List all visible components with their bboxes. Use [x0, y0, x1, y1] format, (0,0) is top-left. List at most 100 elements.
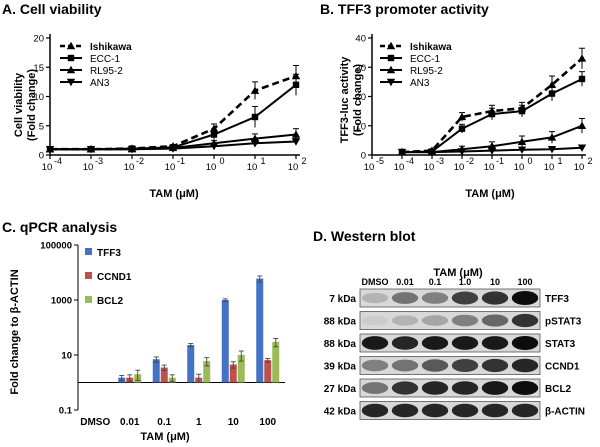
- panel-d-band: [361, 359, 389, 372]
- panel-b-legend-label: ECC-1: [410, 54, 440, 65]
- panel-d-protein-label: TFF3: [545, 294, 569, 305]
- panel-b-point: [548, 90, 556, 97]
- panel-b-ytick-label: 10: [355, 121, 366, 132]
- panel-d-band: [511, 403, 539, 418]
- panel-c-legend-label: CCND1: [97, 272, 132, 283]
- panel-b-xtick-label: 10: [514, 162, 525, 173]
- panel-a-point: [210, 131, 218, 138]
- panel-c-category-label: 0.01: [120, 417, 140, 428]
- panel-a-xtick-exponent: -2: [136, 156, 144, 166]
- panel-c-legend-label: BCL2: [97, 296, 124, 307]
- panel-b-ytick-label: 20: [355, 92, 366, 103]
- panel-a-point: [250, 134, 260, 142]
- panel-b-legend-label: Ishikawa: [410, 42, 452, 53]
- panel-a-xtick-exponent: -3: [95, 156, 103, 166]
- panel-d-lane-label: 0.01: [396, 277, 414, 287]
- panel-d-band: [511, 290, 539, 306]
- panel-c-category-label: DMSO: [80, 417, 110, 428]
- panel-d-western-blot: D. Western blot TAM (μM) DMSO 0.01 0.1 1.0 1…: [313, 228, 585, 420]
- panel-c-bar-ccnd1: [160, 367, 168, 383]
- panel-c-ylabel: Fold change to β-ACTIN: [9, 269, 21, 394]
- panel-a-legend-marker: [66, 78, 76, 87]
- panel-b-xlabel: TAM (μM): [465, 188, 515, 200]
- panel-b-point: [518, 107, 526, 115]
- panel-c-category-label: 0.1: [157, 417, 171, 428]
- panel-d-band: [481, 381, 509, 395]
- panel-b-legend-marker: [387, 54, 395, 62]
- panel-a-ytick-label: 15: [33, 63, 44, 74]
- panel-a-point: [292, 81, 300, 88]
- panel-a-legend-label: Ishikawa: [90, 42, 132, 53]
- panel-a-ytick-label: 5: [39, 121, 44, 132]
- panel-b-xtick-label: 10: [574, 162, 585, 173]
- panel-b-point: [577, 144, 587, 152]
- panel-d-band: [391, 315, 419, 326]
- panel-b-ylabel-line2: (Fold change): [352, 64, 364, 136]
- panel-d-band: [391, 336, 419, 350]
- panel-d-lane-label: 10: [490, 277, 500, 287]
- panel-a-point: [209, 143, 219, 151]
- panel-d-band: [511, 335, 539, 351]
- panel-c-bar-bcl2: [237, 355, 245, 383]
- panel-a-point: [86, 145, 96, 154]
- panel-d-band: [421, 403, 449, 418]
- panel-c-ytick-label: 100000: [40, 241, 72, 252]
- panel-c-bar-ccnd1: [229, 364, 237, 383]
- panel-b-legend-label: RL95-2: [410, 66, 443, 77]
- panel-a-xtick-label: 10: [165, 162, 176, 173]
- panel-b-point: [577, 54, 587, 62]
- panel-a-xtick-exponent: 0: [219, 156, 224, 166]
- panel-b-point: [488, 110, 496, 118]
- panel-d-kda-label: 27 kDa: [324, 384, 357, 395]
- panel-d-band: [421, 336, 449, 350]
- panel-d-kda-label: 88 kDa: [324, 317, 357, 328]
- panel-d-band: [361, 315, 389, 326]
- panel-d-band: [451, 359, 479, 372]
- panel-c-legend-swatch: [85, 248, 92, 255]
- panel-d-band: [421, 359, 449, 372]
- panel-d-band: [451, 314, 479, 327]
- panel-b-xtick-exponent: 1: [557, 156, 562, 166]
- panel-b-xtick-label: 10: [454, 162, 465, 173]
- panel-d-title: D. Western blot: [313, 228, 416, 244]
- panel-a-series-line-ecc-1: [50, 84, 297, 151]
- panel-d-band: [481, 403, 509, 418]
- panel-d-band: [451, 291, 479, 305]
- panel-b-point: [397, 148, 407, 157]
- panel-b-point: [457, 112, 467, 121]
- panel-c-bar-tff3: [152, 359, 160, 383]
- panel-c-bar-ccnd1: [264, 360, 272, 383]
- panel-c-bar-tff3: [187, 345, 195, 383]
- panel-b-point: [457, 148, 467, 156]
- panel-b-xtick-label: 10: [364, 162, 375, 173]
- panel-a-xtick-label: 10: [124, 162, 135, 173]
- panel-a-point: [250, 140, 260, 148]
- panel-d-band: [481, 291, 509, 305]
- panel-a-point: [45, 145, 55, 154]
- panel-c-category-label: 100: [259, 417, 276, 428]
- panel-b-xtick-label: 10: [424, 162, 435, 173]
- panel-d-band: [391, 381, 419, 395]
- panel-a-xtick-exponent: -4: [54, 156, 62, 166]
- panel-b-xtick-label: 10: [484, 162, 495, 173]
- panel-d-band: [481, 358, 509, 373]
- panel-d-band: [361, 292, 389, 304]
- panel-c-bar-tff3: [256, 278, 264, 383]
- panel-c-legend-swatch: [85, 296, 92, 303]
- panel-a-point: [291, 138, 301, 146]
- panel-b-point: [487, 147, 497, 155]
- panel-c-legend-label: TFF3: [97, 248, 121, 259]
- panel-b-ytick-label: 40: [355, 34, 366, 45]
- panel-a-legend-marker: [66, 65, 76, 74]
- panel-d-band: [361, 336, 389, 350]
- panel-c-ytick-label: 0.1: [59, 406, 73, 417]
- panel-c-ytick-label: 10: [61, 351, 72, 362]
- panel-b-ytick-label: 0: [361, 151, 366, 162]
- panel-d-lane-label: 1.0: [459, 277, 472, 287]
- panel-a-xtick-label: 10: [206, 162, 217, 173]
- panel-c-bar-bcl2: [272, 341, 280, 383]
- panel-d-band: [421, 292, 449, 304]
- panel-d-kda-label: 7 kDa: [329, 294, 356, 305]
- panel-d-lane-label: DMSO: [362, 277, 389, 287]
- panel-a-ytick-label: 20: [33, 34, 44, 45]
